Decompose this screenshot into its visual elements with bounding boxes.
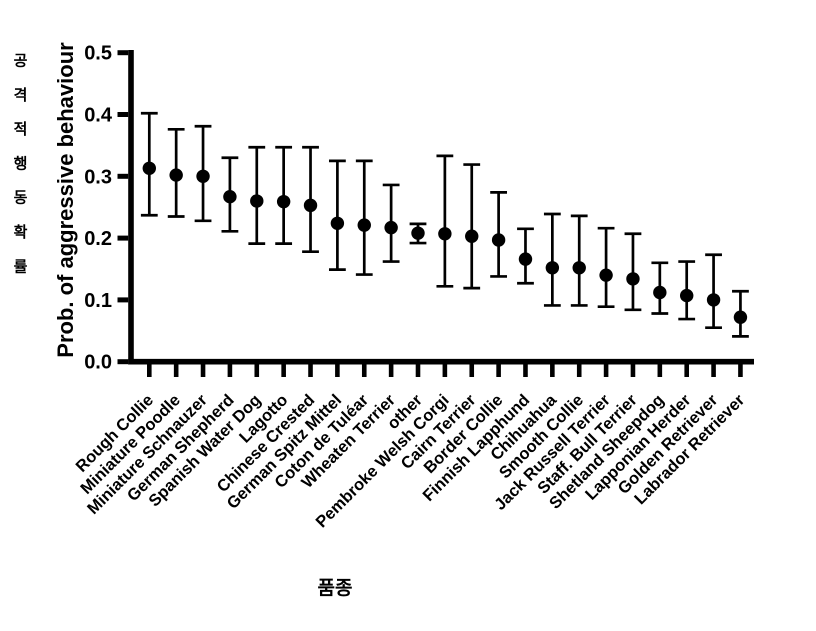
korean-ylabel-char: 적 <box>14 120 28 138</box>
korean-ylabel-char: 동 <box>14 190 28 207</box>
korean-ylabel-char: 확 <box>14 223 28 241</box>
data-point <box>330 216 345 230</box>
korean-ylabel-char: 공 <box>14 53 28 70</box>
data-point <box>196 169 210 183</box>
data-point <box>518 252 533 266</box>
y-tick-label: 0.2 <box>84 228 112 250</box>
data-point <box>357 218 371 232</box>
data-point <box>411 226 425 240</box>
data-point <box>169 168 183 182</box>
korean-ylabel-char: 격 <box>14 86 28 104</box>
data-point <box>545 261 560 275</box>
data-point <box>653 285 667 300</box>
data-point <box>626 272 640 286</box>
y-tick-label: 0.1 <box>84 290 112 312</box>
data-point <box>733 310 748 324</box>
data-point <box>438 227 452 241</box>
y-axis-title: Prob. of aggressive behaviour <box>53 42 78 358</box>
data-point <box>572 261 586 275</box>
data-point <box>384 220 398 235</box>
y-tick-label: 0.4 <box>84 105 113 127</box>
y-tick-label: 0.0 <box>84 352 112 374</box>
y-tick-label: 0.5 <box>84 43 112 65</box>
data-point <box>223 189 237 204</box>
data-point <box>680 288 694 303</box>
data-point <box>142 161 156 175</box>
data-point <box>599 268 613 282</box>
x-axis-title: 품종 <box>318 577 353 599</box>
data-point <box>303 198 318 213</box>
data-point <box>276 194 291 209</box>
korean-ylabel-char: 행 <box>14 155 28 172</box>
korean-ylabel-char: 률 <box>14 258 28 275</box>
data-point <box>491 233 506 247</box>
data-point <box>465 229 479 243</box>
data-point <box>706 293 721 307</box>
y-tick-label: 0.3 <box>84 166 112 188</box>
data-point <box>250 194 264 208</box>
